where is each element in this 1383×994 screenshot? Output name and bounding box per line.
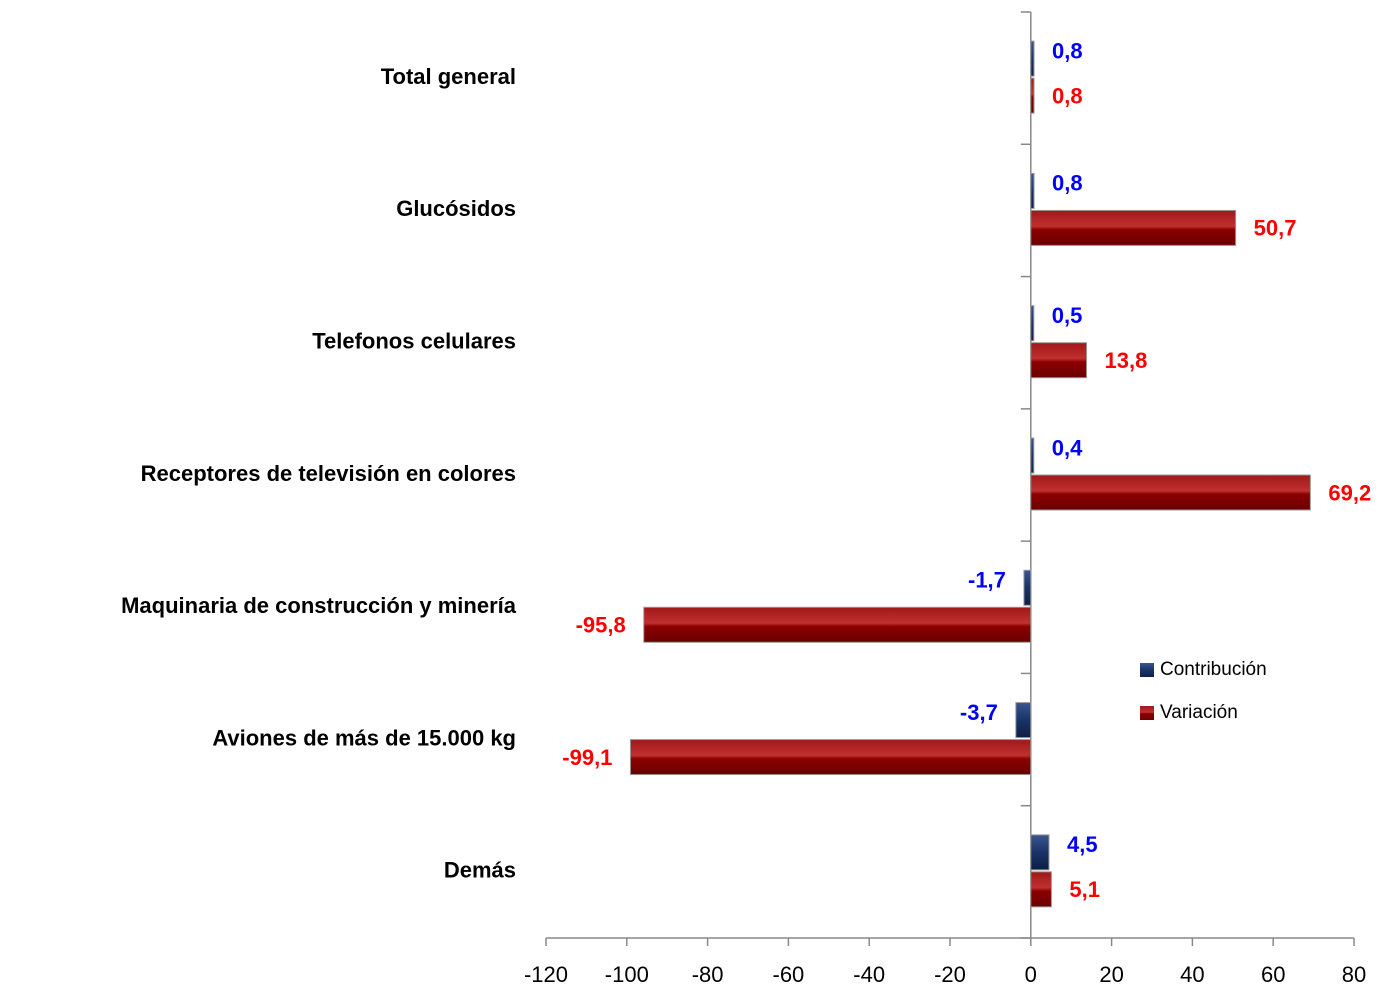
value-label: -1,7 <box>968 568 1006 593</box>
category-label: Maquinaria de construcción y minería <box>121 593 517 618</box>
value-label: 4,5 <box>1067 832 1098 857</box>
value-label: 0,8 <box>1052 83 1083 108</box>
value-label: 0,8 <box>1052 38 1083 63</box>
x-tick-label: -60 <box>773 962 805 987</box>
bar <box>643 606 1032 643</box>
bar <box>1030 437 1035 474</box>
x-tick-label: 20 <box>1099 962 1123 987</box>
category-label: Receptores de televisión en colores <box>141 461 516 486</box>
x-tick-label: -20 <box>934 962 966 987</box>
value-label: -99,1 <box>562 745 612 770</box>
bar <box>1030 77 1035 114</box>
category-label: Total general <box>381 64 516 89</box>
category-label: Demás <box>444 858 516 883</box>
category-label: Aviones de más de 15.000 kg <box>212 725 516 750</box>
legend-swatch <box>1140 663 1154 677</box>
value-label: -95,8 <box>576 613 626 638</box>
bar <box>1030 871 1052 908</box>
x-tick-label: 40 <box>1180 962 1204 987</box>
bar <box>1023 569 1032 606</box>
x-tick-label: -100 <box>605 962 649 987</box>
category-label: Telefonos celulares <box>312 329 516 354</box>
x-tick-label: 80 <box>1342 962 1366 987</box>
x-tick-label: -80 <box>692 962 724 987</box>
value-label: 0,4 <box>1052 435 1083 460</box>
legend-label: Variación <box>1160 702 1238 723</box>
x-tick-label: -120 <box>524 962 568 987</box>
value-label: 0,8 <box>1052 171 1083 196</box>
category-label: Glucósidos <box>396 196 516 221</box>
value-label: 0,5 <box>1052 303 1083 328</box>
value-label: 5,1 <box>1069 877 1100 902</box>
bar <box>1030 342 1088 379</box>
bar <box>1030 834 1050 871</box>
bar <box>1030 474 1311 511</box>
bar <box>1030 172 1035 209</box>
x-tick-label: 60 <box>1261 962 1285 987</box>
value-label: 13,8 <box>1105 348 1148 373</box>
bar <box>1015 702 1032 739</box>
bar <box>629 739 1032 776</box>
bar <box>1030 305 1035 342</box>
legend-label: Contribución <box>1160 659 1267 680</box>
x-tick-label: 0 <box>1025 962 1037 987</box>
bar <box>1030 209 1237 246</box>
value-label: -3,7 <box>960 700 998 725</box>
bar <box>1030 40 1035 77</box>
value-label: 50,7 <box>1254 216 1297 241</box>
legend-swatch <box>1140 706 1154 720</box>
x-tick-label: -40 <box>853 962 885 987</box>
value-label: 69,2 <box>1328 480 1371 505</box>
